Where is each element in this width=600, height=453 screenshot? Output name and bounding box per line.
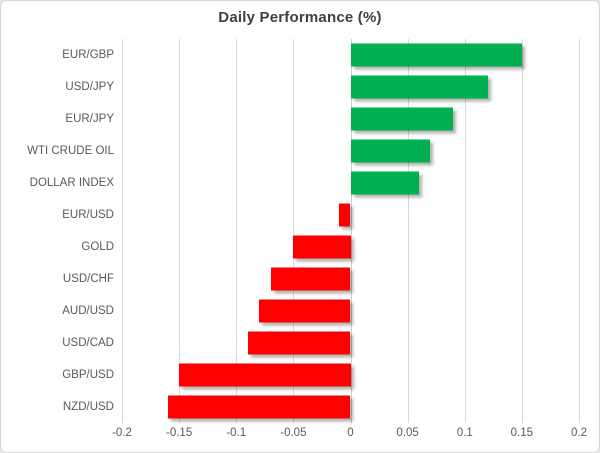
bar (350, 139, 431, 163)
bar (247, 331, 351, 355)
category-axis: EUR/GBP USD/JPY EUR/JPY WTI CRUDE OIL DOLLAR… (1, 39, 114, 423)
category-label: NZD/USD (62, 401, 114, 413)
category-label: USD/CHF (62, 273, 114, 285)
x-axis: -0.2 -0.15 -0.1 -0.05 0 0.05 0.1 0.15 0.2 (112, 425, 587, 445)
x-axis-tick-label: -0.2 (112, 427, 132, 439)
chart-title: Daily Performance (%) (218, 9, 382, 26)
bar (167, 395, 351, 419)
category-label: WTI CRUDE OIL (27, 145, 114, 157)
bar-row (122, 103, 579, 135)
bar (350, 75, 488, 99)
zero-axis-line (350, 39, 352, 423)
bar-row (122, 167, 579, 199)
category-label: EUR/JPY (65, 113, 114, 125)
bar-rows (122, 39, 579, 423)
x-axis-tick-label: 0.15 (510, 427, 534, 439)
bar-row (122, 359, 579, 391)
bar (259, 299, 351, 323)
bar-row (122, 135, 579, 167)
category-label: USD/JPY (65, 81, 114, 93)
x-axis-tick-label: 0.05 (396, 427, 419, 439)
category-label: DOLLAR INDEX (29, 177, 114, 189)
bar-row (122, 71, 579, 103)
bar-row (122, 263, 579, 295)
gridline (521, 39, 523, 423)
bar-row (122, 199, 579, 231)
category-label: AUD/USD (62, 305, 114, 317)
x-axis-tick-label: -0.15 (166, 427, 193, 439)
gridline (122, 39, 123, 423)
bar-row (122, 327, 579, 359)
bar-row (122, 295, 579, 327)
category-label: EUR/GBP (62, 49, 114, 61)
category-label: GBP/USD (62, 369, 114, 381)
category-label: USD/CAD (62, 337, 114, 349)
x-axis-tick-label: -0.05 (280, 427, 307, 439)
x-axis-tick-label: -0.1 (226, 427, 247, 439)
bar (339, 203, 351, 227)
gridline (407, 39, 409, 423)
bar (179, 363, 351, 387)
category-label: GOLD (81, 241, 114, 253)
bar (270, 267, 351, 291)
bar (350, 107, 454, 131)
bar-row (122, 231, 579, 263)
gridline (579, 39, 580, 423)
bar (350, 43, 522, 67)
x-axis-tick-label: 0 (347, 427, 354, 439)
bar (293, 235, 351, 259)
gridline (464, 39, 466, 423)
gridline (179, 39, 181, 423)
category-label: EUR/USD (62, 209, 114, 221)
x-axis-tick-label: 0.1 (456, 427, 473, 439)
gridline (236, 39, 238, 423)
bar (350, 171, 420, 195)
bar-row (122, 39, 579, 71)
gridline (293, 39, 295, 423)
bar-row (122, 391, 579, 423)
x-axis-tick-label: 0.2 (571, 427, 587, 439)
plot-area (122, 39, 580, 423)
